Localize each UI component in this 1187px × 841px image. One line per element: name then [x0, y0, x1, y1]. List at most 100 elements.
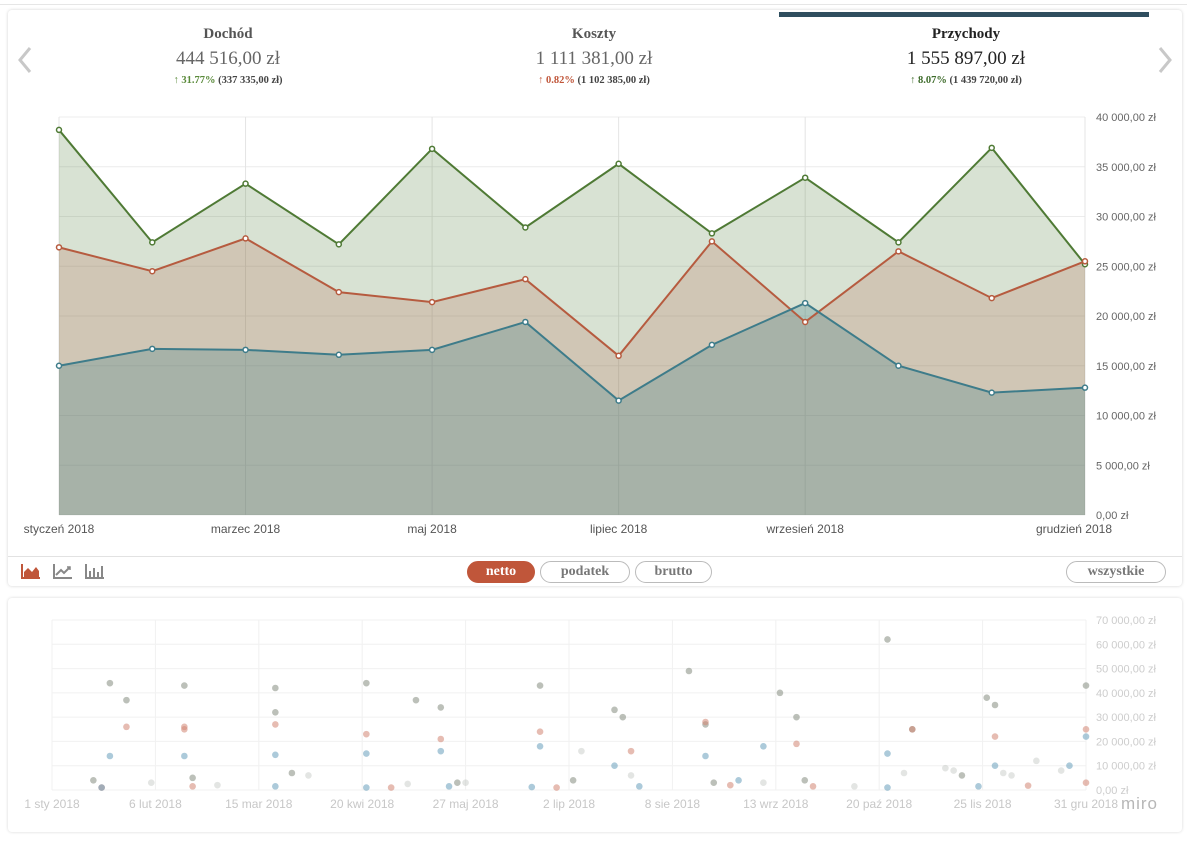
- scatter-point: [793, 740, 800, 748]
- x-tick-label: 13 wrz 2018: [743, 797, 809, 811]
- scatter-point: [272, 721, 279, 728]
- scatter-point: [1066, 762, 1073, 770]
- data-point: [708, 341, 716, 349]
- x-tick-label: lipiec 2018: [590, 522, 648, 536]
- x-tick-label: 1 sty 2018: [24, 797, 80, 811]
- scatter-point: [90, 776, 97, 784]
- y-tick-label: 40 000,00 zł: [1096, 112, 1156, 124]
- scatter-point: [536, 682, 544, 689]
- scatter-point: [900, 769, 908, 777]
- divider: [8, 556, 1182, 557]
- line-chart-icon[interactable]: [52, 562, 74, 580]
- filter-netto-button[interactable]: netto: [467, 561, 535, 583]
- y-tick-label: 35 000,00 zł: [1096, 162, 1156, 174]
- scatter-point: [702, 718, 709, 726]
- area-fill-przychody: [59, 129, 1085, 515]
- x-tick-label: 8 sie 2018: [645, 797, 701, 811]
- data-point: [242, 235, 249, 242]
- data-point: [895, 362, 902, 369]
- data-point: [335, 288, 343, 296]
- filter-all-button[interactable]: wszystkie: [1066, 561, 1166, 583]
- data-point: [615, 352, 622, 360]
- summary-change: ↑ 0.82% (1 102 385,00 zł): [414, 75, 774, 86]
- summary-przychody[interactable]: Przychody 1 555 897,00 zł ↑ 8.07% (1 439…: [786, 26, 1146, 86]
- scatter-point: [727, 781, 734, 789]
- area-fill-dochód: [59, 303, 1085, 515]
- prev-arrow-icon[interactable]: [12, 40, 40, 80]
- scatter-point: [991, 733, 999, 740]
- scatter-point: [106, 679, 114, 687]
- x-tick-label: grudzień 2018: [1036, 522, 1112, 536]
- scatter-point: [801, 776, 809, 784]
- filter-podatek-button[interactable]: podatek: [540, 561, 630, 583]
- data-point: [149, 267, 156, 275]
- scatter-point: [553, 784, 560, 791]
- scatter-point: [437, 735, 445, 743]
- summary-dochod[interactable]: Dochód 444 516,00 zł ↑ 31.77% (337 335,0…: [48, 26, 408, 86]
- arrow-up-icon: ↑: [538, 75, 544, 86]
- data-point: [428, 346, 436, 354]
- series-line-przychody: [58, 129, 1086, 265]
- scatter-point: [181, 723, 188, 731]
- scatter-point: [1082, 733, 1090, 740]
- scatter-point: [999, 769, 1007, 777]
- summary-title: Koszty: [571, 26, 617, 42]
- scatter-point: [884, 750, 891, 757]
- scatter-point: [181, 725, 188, 733]
- scatter-point: [627, 747, 635, 755]
- scatter-point: [454, 779, 461, 787]
- revenue-chart-card: Dochód 444 516,00 zł ↑ 31.77% (337 335,0…: [8, 10, 1182, 586]
- scatter-point: [851, 783, 858, 790]
- scatter-point: [387, 784, 395, 791]
- summary-change: ↑ 31.77% (337 335,00 zł): [48, 75, 408, 86]
- data-point: [1081, 258, 1089, 265]
- summary-amount: 1 111 381,00 zł: [535, 48, 653, 69]
- scatter-point: [1033, 757, 1040, 765]
- scatter-point: [991, 701, 999, 709]
- bar-chart-icon[interactable]: [84, 562, 106, 580]
- scatter-point: [884, 784, 891, 791]
- summary-percent: 8.07%: [918, 75, 947, 86]
- summary-koszty[interactable]: Koszty 1 111 381,00 zł ↑ 0.82% (1 102 38…: [414, 26, 774, 86]
- scatter-point: [288, 769, 296, 777]
- area-chart-icon[interactable]: [20, 562, 42, 580]
- x-tick-label: marzec 2018: [211, 522, 281, 536]
- scatter-point: [809, 783, 817, 790]
- next-arrow-icon[interactable]: [1150, 40, 1178, 80]
- scatter-point: [710, 779, 718, 787]
- data-point: [615, 160, 622, 168]
- scatter-point: [619, 713, 627, 721]
- scatter-point: [1082, 682, 1090, 689]
- scatter-point: [272, 783, 279, 790]
- filter-brutto-button[interactable]: brutto: [635, 561, 712, 583]
- data-point: [242, 346, 249, 354]
- data-point: [522, 275, 529, 283]
- y-tick-label: 5 000,00 zł: [1096, 460, 1150, 472]
- scatter-point: [569, 776, 577, 784]
- scatter-point: [437, 704, 445, 711]
- scatter-point: [760, 779, 767, 787]
- summary-title: Przychody: [931, 26, 1001, 42]
- y-tick-label: 25 000,00 zł: [1096, 261, 1156, 273]
- x-tick-label: 25 lis 2018: [954, 797, 1012, 811]
- scatter-point: [908, 725, 916, 733]
- area-fill-koszty: [59, 238, 1085, 515]
- y-tick-label: 20 000,00 zł: [1096, 311, 1156, 323]
- x-tick-label: 27 maj 2018: [433, 797, 499, 811]
- scatter-point: [793, 713, 800, 721]
- y-tick-label: 15 000,00 zł: [1096, 361, 1156, 373]
- chart-type-switcher: [20, 562, 106, 580]
- data-point: [149, 345, 156, 353]
- scatter-point: [611, 706, 618, 714]
- data-point: [428, 298, 436, 306]
- data-point: [428, 145, 436, 153]
- top-rule: [0, 4, 1187, 5]
- scatter-point: [536, 728, 544, 736]
- x-tick-label: wrzesień 2018: [765, 522, 844, 536]
- y-tick-label: 0,00 zł: [1096, 785, 1129, 797]
- x-tick-label: 31 gru 2018: [1054, 797, 1118, 811]
- scatter-point: [363, 679, 370, 687]
- y-tick-label: 30 000,00 zł: [1096, 212, 1156, 224]
- data-point: [1081, 384, 1089, 391]
- miro-watermark: miro: [1120, 794, 1158, 813]
